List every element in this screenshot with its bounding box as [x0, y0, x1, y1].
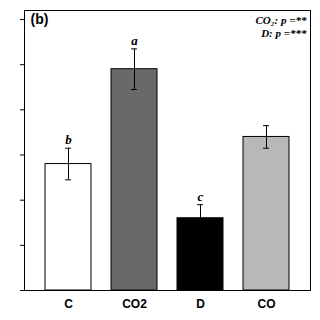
svg-text:b: b	[65, 132, 72, 147]
svg-text:a: a	[131, 33, 138, 48]
svg-text:CO: CO	[258, 297, 276, 311]
svg-text:CO2: CO2	[122, 297, 147, 311]
svg-text:D: D	[196, 297, 205, 311]
svg-text:(b): (b)	[31, 11, 49, 27]
svg-text:c: c	[198, 189, 204, 204]
svg-text:CO₂: p =**D: p =***: CO₂: p =**D: p =***	[255, 14, 307, 39]
svg-text:C: C	[64, 297, 73, 311]
